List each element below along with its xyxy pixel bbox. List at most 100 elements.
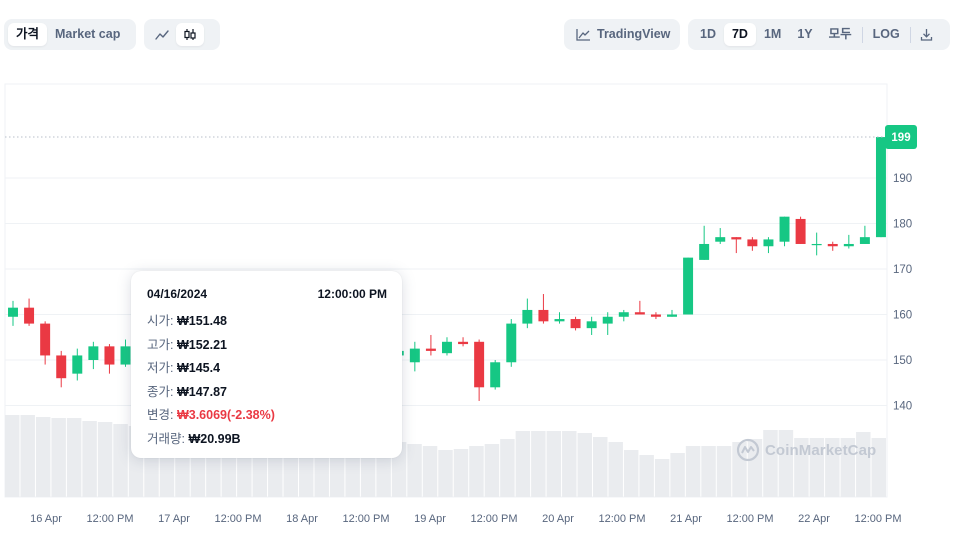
candle-body: [538, 309, 549, 322]
toolbar-divider: [909, 26, 911, 43]
tradingview-label: TradingView: [597, 27, 671, 41]
candle-body: [795, 218, 806, 244]
range-1d-button[interactable]: 1D: [700, 27, 716, 41]
line-chart-button[interactable]: [148, 23, 176, 46]
tab-market-cap[interactable]: Market cap: [55, 27, 121, 41]
tradingview-group: TradingView: [564, 19, 680, 50]
x-tick-label: 19 Apr: [414, 513, 446, 525]
volume-bar: [794, 438, 809, 497]
volume-bar: [469, 446, 484, 497]
tradingview-button[interactable]: TradingView: [568, 23, 678, 46]
tooltip-row-low: 저가: ₩145.4: [147, 357, 387, 381]
candle-body: [634, 312, 645, 315]
download-icon: [921, 29, 933, 41]
x-tick-label: 22 Apr: [798, 513, 830, 525]
volume-bar: [856, 432, 871, 497]
range-1y-button[interactable]: 1Y: [797, 27, 813, 41]
candle-body: [811, 243, 822, 246]
volume-bar: [51, 418, 66, 497]
x-axis-ticks: 16 Apr 12:00 PM 17 Apr 12:00 PM 18 Apr 12:00 …: [30, 513, 901, 525]
volume-bar: [5, 415, 20, 497]
volume-bar: [422, 446, 438, 497]
tooltip-value: ₩20.99B: [188, 431, 241, 446]
tooltip-row-close: 종가: ₩147.87: [147, 381, 387, 405]
range-all-button[interactable]: 모두: [828, 27, 852, 41]
line-chart-icon: [155, 29, 169, 40]
volume-bar: [438, 450, 453, 497]
y-tick-label: 170: [893, 264, 912, 276]
candle-body: [875, 137, 886, 238]
candle-body: [618, 312, 629, 317]
candle-body: [474, 341, 485, 388]
volume-bar: [623, 450, 639, 497]
coinmarketcap-watermark: CoinMarketCap: [736, 438, 876, 462]
candle-body: [747, 239, 758, 247]
candle-body: [522, 309, 533, 324]
candle-body: [120, 346, 131, 365]
tradingview-chart-icon: [576, 29, 590, 41]
candle-body: [56, 355, 67, 379]
volume-bar: [577, 433, 592, 497]
tooltip-value: ₩151.48: [176, 314, 227, 328]
y-tick-label: 160: [893, 310, 912, 322]
candle-body: [24, 307, 35, 324]
x-tick-label: 12:00 PM: [214, 513, 261, 525]
volume-bar: [82, 421, 97, 497]
x-tick-label: 17 Apr: [158, 513, 190, 525]
tooltip-value: ₩147.87: [176, 384, 227, 399]
tooltip-value: ₩3.6069(-2.38%): [176, 408, 275, 422]
download-button[interactable]: [913, 23, 941, 46]
volume-bar: [716, 446, 732, 497]
tooltip-label: 변경:: [147, 408, 177, 422]
volume-bar: [747, 439, 763, 497]
volume-bar: [732, 442, 747, 497]
volume-bar: [825, 438, 840, 497]
candle-body: [827, 243, 838, 247]
x-tick-label: 12:00 PM: [598, 513, 645, 525]
log-scale-button[interactable]: LOG: [872, 27, 900, 41]
y-tick-label: 150: [893, 355, 912, 367]
tooltip-header: 04/16/2024 12:00:00 PM: [147, 287, 387, 301]
range-7d-button[interactable]: 7D: [723, 23, 756, 46]
tooltip-label: 종가:: [147, 384, 177, 399]
volume-bar: [685, 446, 701, 497]
x-tick-label: 12:00 PM: [726, 513, 773, 525]
current-price-label: 199: [891, 132, 910, 144]
candle-body: [763, 239, 774, 247]
tooltip-value: ₩152.21: [176, 337, 227, 352]
candle-body: [441, 341, 452, 354]
volume-bar: [20, 415, 35, 497]
x-tick-label: 12:00 PM: [342, 513, 389, 525]
candle-body: [458, 341, 469, 345]
metric-tab-group: 가격 Market cap: [4, 19, 136, 50]
tooltip-time: 12:00:00 PM: [317, 287, 387, 301]
volume-bar: [562, 431, 577, 497]
volume-bar: [515, 431, 531, 497]
range-1m-button[interactable]: 1M: [763, 27, 782, 41]
tooltip-row-open: 시가: ₩151.48: [147, 310, 387, 334]
candle-body: [859, 237, 870, 244]
candlestick-icon: [184, 29, 196, 40]
volume-bar: [670, 453, 685, 497]
volume-bar: [840, 438, 856, 497]
candle-body: [8, 307, 18, 317]
x-tick-label: 20 Apr: [542, 513, 574, 525]
candle-body: [731, 237, 742, 240]
tooltip-label: 고가:: [147, 337, 177, 352]
volume-bar: [654, 459, 670, 497]
x-tick-label: 12:00 PM: [470, 513, 517, 525]
watermark-text: CoinMarketCap: [765, 441, 877, 459]
y-tick-label: 180: [893, 219, 912, 231]
tooltip-row-high: 고가: ₩152.21: [147, 334, 387, 358]
tooltip-label: 시가:: [147, 314, 177, 328]
tooltip-row-volume: 거래량: ₩20.99B: [147, 428, 387, 452]
tab-price[interactable]: 가격: [8, 23, 48, 46]
volume-bar: [546, 431, 562, 497]
y-tick-label: 140: [893, 401, 912, 413]
candle-tooltip: 04/16/2024 12:00:00 PM 시가: ₩151.48 고가: ₩…: [131, 271, 402, 458]
candle-body: [72, 355, 83, 374]
candlestick-button[interactable]: [176, 23, 204, 46]
candle-body: [425, 348, 436, 351]
toolbar-divider: [861, 26, 863, 43]
